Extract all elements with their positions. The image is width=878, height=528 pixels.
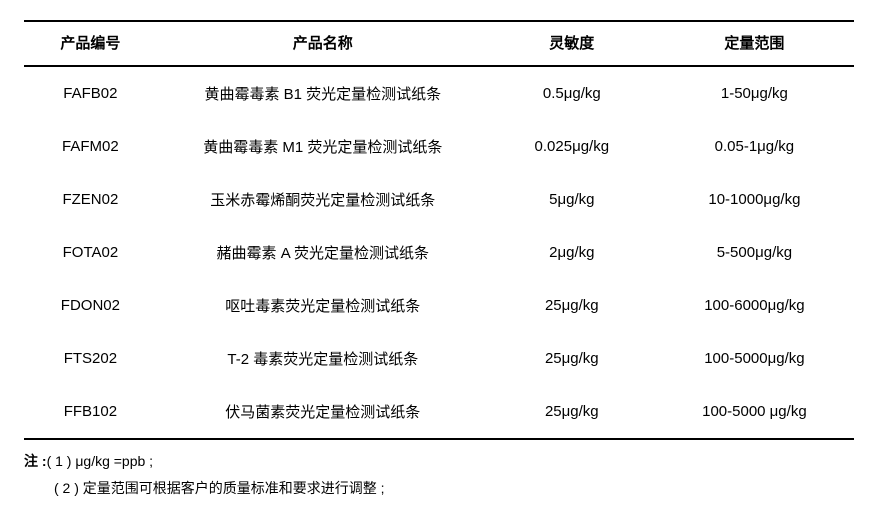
cell-code: FFB102 <box>24 385 157 439</box>
note-label: 注 : <box>24 453 47 469</box>
header-range: 定量范围 <box>655 21 854 66</box>
table-row: FZEN02 玉米赤霉烯酮荧光定量检测试纸条 5μg/kg 10-1000μg/… <box>24 173 854 226</box>
table-body: FAFB02 黄曲霉毒素 B1 荧光定量检测试纸条 0.5μg/kg 1-50μ… <box>24 66 854 439</box>
cell-sensitivity: 25μg/kg <box>489 279 655 332</box>
cell-range: 1-50μg/kg <box>655 66 854 120</box>
cell-name: 呕吐毒素荧光定量检测试纸条 <box>157 279 489 332</box>
table-row: FOTA02 赭曲霉素 A 荧光定量检测试纸条 2μg/kg 5-500μg/k… <box>24 226 854 279</box>
notes-section: 注 :( 1 ) μg/kg =ppb ; ( 2 ) 定量范围可根据客户的质量… <box>24 448 854 501</box>
cell-range: 100-5000μg/kg <box>655 332 854 385</box>
cell-code: FOTA02 <box>24 226 157 279</box>
cell-code: FDON02 <box>24 279 157 332</box>
cell-code: FZEN02 <box>24 173 157 226</box>
header-name: 产品名称 <box>157 21 489 66</box>
note-line-2: ( 2 ) 定量范围可根据客户的质量标准和要求进行调整 ; <box>24 475 854 502</box>
table-row: FAFB02 黄曲霉毒素 B1 荧光定量检测试纸条 0.5μg/kg 1-50μ… <box>24 66 854 120</box>
cell-name: T-2 毒素荧光定量检测试纸条 <box>157 332 489 385</box>
header-code: 产品编号 <box>24 21 157 66</box>
cell-range: 5-500μg/kg <box>655 226 854 279</box>
table-row: FAFM02 黄曲霉毒素 M1 荧光定量检测试纸条 0.025μg/kg 0.0… <box>24 120 854 173</box>
cell-name: 黄曲霉毒素 M1 荧光定量检测试纸条 <box>157 120 489 173</box>
cell-name: 伏马菌素荧光定量检测试纸条 <box>157 385 489 439</box>
cell-name: 赭曲霉素 A 荧光定量检测试纸条 <box>157 226 489 279</box>
cell-code: FAFM02 <box>24 120 157 173</box>
cell-sensitivity: 0.025μg/kg <box>489 120 655 173</box>
cell-range: 10-1000μg/kg <box>655 173 854 226</box>
cell-sensitivity: 25μg/kg <box>489 385 655 439</box>
cell-range: 100-5000 μg/kg <box>655 385 854 439</box>
note-item-2: ( 2 ) 定量范围可根据客户的质量标准和要求进行调整 ; <box>54 480 385 496</box>
cell-sensitivity: 0.5μg/kg <box>489 66 655 120</box>
cell-code: FAFB02 <box>24 66 157 120</box>
table-row: FFB102 伏马菌素荧光定量检测试纸条 25μg/kg 100-5000 μg… <box>24 385 854 439</box>
table-row: FDON02 呕吐毒素荧光定量检测试纸条 25μg/kg 100-6000μg/… <box>24 279 854 332</box>
header-sensitivity: 灵敏度 <box>489 21 655 66</box>
cell-range: 0.05-1μg/kg <box>655 120 854 173</box>
cell-sensitivity: 5μg/kg <box>489 173 655 226</box>
cell-code: FTS202 <box>24 332 157 385</box>
note-line-1: 注 :( 1 ) μg/kg =ppb ; <box>24 448 854 475</box>
cell-sensitivity: 2μg/kg <box>489 226 655 279</box>
cell-range: 100-6000μg/kg <box>655 279 854 332</box>
table-row: FTS202 T-2 毒素荧光定量检测试纸条 25μg/kg 100-5000μ… <box>24 332 854 385</box>
note-item-1: ( 1 ) μg/kg =ppb ; <box>47 453 154 469</box>
cell-name: 玉米赤霉烯酮荧光定量检测试纸条 <box>157 173 489 226</box>
table-header-row: 产品编号 产品名称 灵敏度 定量范围 <box>24 21 854 66</box>
product-table: 产品编号 产品名称 灵敏度 定量范围 FAFB02 黄曲霉毒素 B1 荧光定量检… <box>24 20 854 440</box>
cell-sensitivity: 25μg/kg <box>489 332 655 385</box>
cell-name: 黄曲霉毒素 B1 荧光定量检测试纸条 <box>157 66 489 120</box>
